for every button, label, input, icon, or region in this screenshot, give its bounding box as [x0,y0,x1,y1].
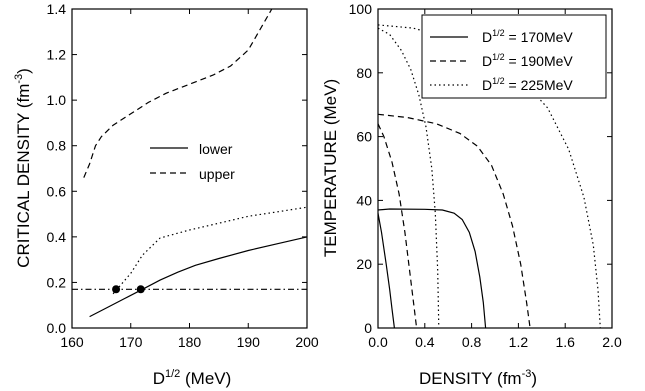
right-x-tick-label: 1.6 [555,334,575,350]
left-y-tick-label: 0.8 [47,138,67,154]
right-y-tick-label: 20 [356,256,372,272]
left-marker-1 [136,285,145,294]
right-plot-frame [377,8,613,329]
left-y-tick-label: 1.2 [47,47,67,63]
right-y-tick-label: 0 [364,320,372,336]
left-legend-label-upper: upper [199,166,235,182]
right-series-solid-1 [377,208,487,329]
right-legend-label-225: D1/2 = 225MeV [482,76,573,93]
right-x-tick-label: 0.0 [368,334,388,350]
left-x-tick-label: 160 [60,334,84,350]
left-markers-group [112,285,145,294]
right-ticks-group: 0.0 0.4 0.8 1.2 1.6 2.0 0 20 40 60 80 100 [349,1,622,350]
left-marker-0 [112,285,121,294]
right-legend: D1/2 = 170MeV D1/2 = 190MeV D1/2 = 225Me… [421,14,607,99]
right-y-tick-label: 80 [356,65,372,81]
left-y-tick-label: 1.4 [47,1,67,17]
right-legend-box [421,14,607,99]
right-y-tick-label: 40 [356,192,372,208]
right-x-tick-label: 0.4 [415,334,435,350]
left-y-axis-title: CRITICAL DENSITY (fm-3) [13,68,33,268]
right-series-dashed-3 [377,113,531,329]
critical-density-panel: 160 170 180 190 2000.00.20.40.60.81.01.21.4 … [13,1,319,388]
right-y-tick-label: 100 [349,1,373,17]
left-series-group [72,8,308,318]
left-ticks-group: 160 170 180 190 200 0.0 0.2 0.4 0.6 0.8 1.0 1.2 1.4 [47,1,319,350]
right-series-dotted-4 [377,27,440,329]
left-y-tick-label: 0.2 [47,274,67,290]
right-legend-label-170: D1/2 = 170MeV [482,28,573,45]
right-x-tick-label: 1.2 [509,334,529,350]
right-legend-label-190: D1/2 = 190MeV [482,52,573,69]
left-series-dotted-2 [112,206,308,295]
left-x-tick-label: 180 [178,334,202,350]
left-plot-frame [71,8,308,329]
left-y-tick-label: 0.6 [47,183,67,199]
left-series-dashed-1 [83,8,273,178]
left-x-tick-label: 170 [119,334,143,350]
right-x-tick-label: 2.0 [602,334,622,350]
left-y-tick-label: 0.4 [47,229,67,245]
right-y-axis-title: TEMPERATURE (MeV) [321,79,340,257]
left-x-tick-label: 200 [295,334,319,350]
left-legend: lower upper [150,141,235,182]
left-x-axis-title: D1/2 (MeV) [153,368,232,388]
right-y-tick-label: 60 [356,129,372,145]
right-x-tick-label: 0.8 [462,334,482,350]
left-y-tick-label: 1.0 [47,92,67,108]
left-series-solid-0 [89,236,308,318]
left-y-tick-label: 0.0 [47,320,67,336]
right-series-dashed-2 [377,123,418,329]
temperature-panel: 0.0 0.4 0.8 1.2 1.6 2.0 0 20 40 60 80 100 D1/2 = 17… [321,1,622,388]
left-legend-label-lower: lower [199,141,233,157]
right-x-axis-title: DENSITY (fm-3) [419,368,537,388]
left-x-tick-label: 190 [237,334,261,350]
right-series-solid-0 [377,213,395,329]
